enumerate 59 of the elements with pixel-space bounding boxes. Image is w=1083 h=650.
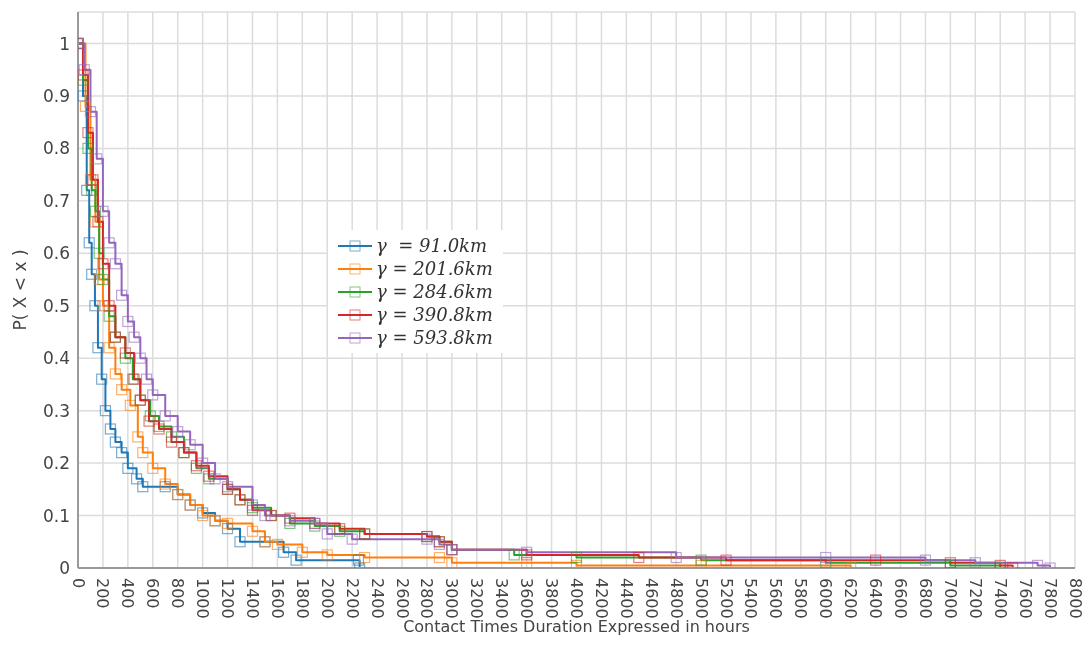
x-axis-title: Contact Times Duration Expressed in hours [403,617,750,636]
x-tick-label: 5800 [791,578,811,619]
x-tick-label: 7200 [965,578,985,619]
x-tick-label: 2000 [317,578,337,619]
x-tick-label: 2200 [342,578,362,619]
x-tick-label: 600 [143,578,163,609]
x-tick-label: 3400 [492,578,512,619]
x-tick-label: 4800 [666,578,686,619]
y-tick-label: 0.4 [42,348,70,369]
x-tick-label: 7600 [1015,578,1035,619]
x-tick-label: 4000 [567,578,586,619]
x-tick-label: 2800 [417,578,437,619]
x-tick-label: 3800 [542,578,562,619]
x-tick-label: 3600 [517,578,537,619]
y-tick-label: 1 [59,33,70,54]
x-tick-label: 4400 [616,578,636,619]
x-tick-label: 400 [118,578,138,609]
legend-label: γ = 284.6km [376,280,493,303]
x-tick-label: 1200 [218,578,238,619]
x-tick-label: 1400 [242,578,262,619]
x-tick-label: 5000 [691,578,711,619]
y-tick-label: 0.6 [42,243,70,264]
x-tick-label: 1000 [193,578,213,619]
y-tick-label: 0.8 [42,138,70,159]
y-tick-label: 0.2 [42,453,70,474]
x-tick-label: 6600 [891,578,911,619]
y-tick-label: 0.1 [42,505,70,526]
x-tick-label: 8000 [1065,578,1083,619]
y-tick-label: 0.7 [42,190,70,211]
y-tick-label: 0.9 [42,85,70,106]
x-tick-label: 5600 [766,578,786,619]
legend-label: γ = 201.6km [376,257,493,280]
x-tick-label: 5400 [741,578,761,619]
x-tick-label: 3200 [467,578,487,619]
x-tick-label: 0 [68,578,88,589]
x-tick-label: 6000 [816,578,836,619]
x-tick-label: 1600 [267,578,287,619]
x-tick-label: 6800 [915,578,935,619]
x-tick-label: 7400 [990,578,1010,619]
y-axis-title: P( X < x ) [10,249,31,331]
x-tick-label: 5200 [716,578,736,619]
legend-label: γ = 390.8km [376,303,493,326]
x-tick-label: 6400 [866,578,886,619]
x-tick-label: 200 [93,578,113,609]
y-tick-label: 0 [59,558,70,579]
x-tick-label: 2400 [367,578,387,619]
x-tick-label: 800 [168,578,188,609]
x-tick-label: 1800 [292,578,312,619]
x-tick-label: 6200 [841,578,861,619]
x-tick-label: 7800 [1040,578,1060,619]
legend-label: γ = 593.8km [376,326,493,349]
y-tick-label: 0.5 [42,295,70,316]
x-tick-label: 2600 [392,578,412,619]
x-tick-label: 4600 [641,578,661,619]
x-tick-label: 7000 [940,578,960,619]
y-tick-label: 0.3 [42,400,70,421]
legend-label: γ = 91.0km [376,234,488,257]
x-tick-label: 3000 [442,578,462,619]
x-tick-label: 4200 [591,578,611,619]
